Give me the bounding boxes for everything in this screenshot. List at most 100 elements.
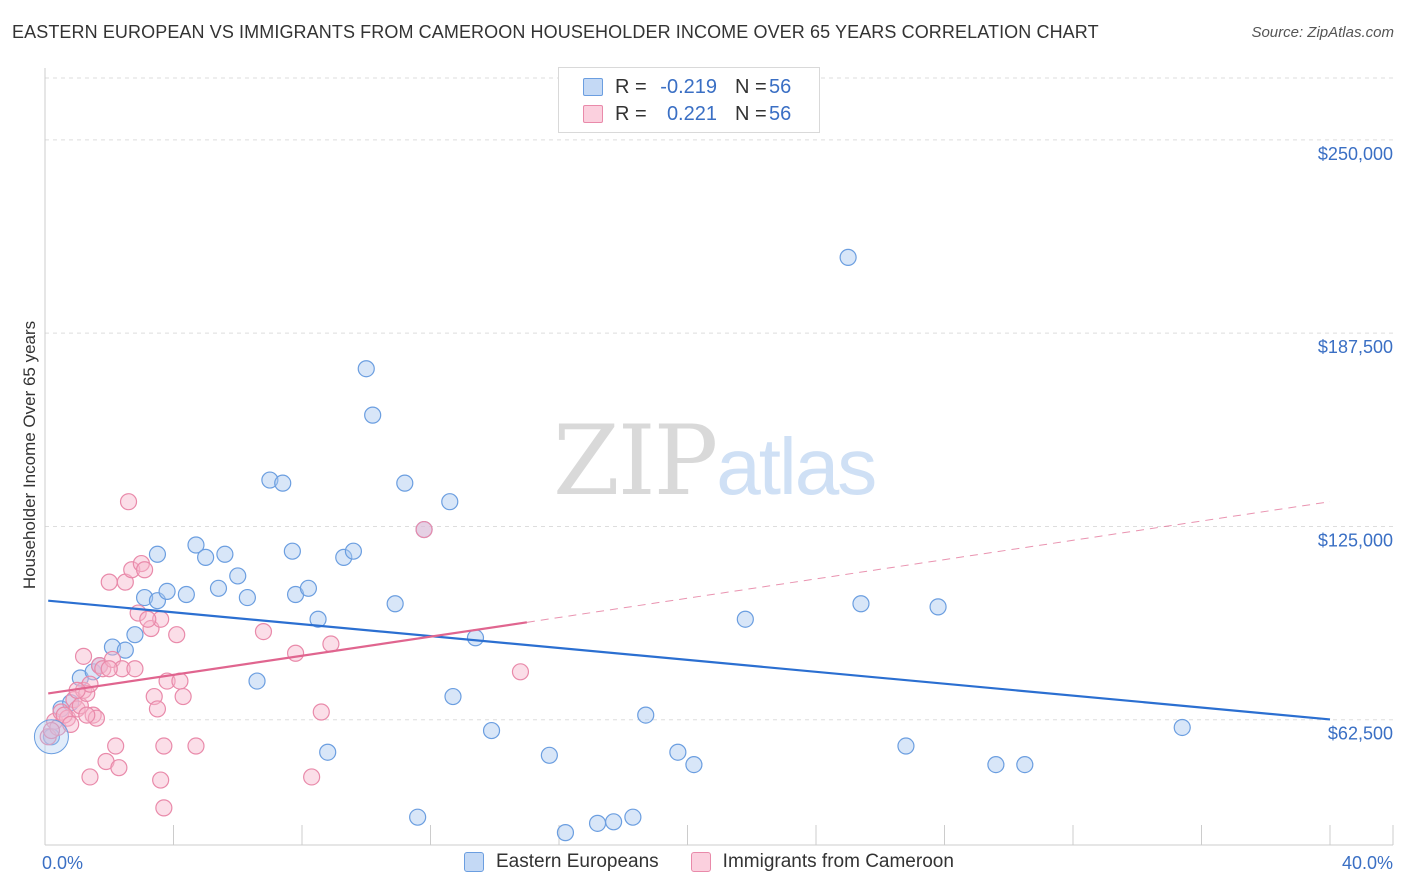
eastern-europeans-point <box>669 743 687 761</box>
cameroon-point <box>168 626 186 644</box>
cameroon-point <box>84 706 102 724</box>
cameroon-point <box>123 561 141 579</box>
watermark-zip: ZIP <box>553 405 718 517</box>
legend-item-eastern-europeans: Eastern Europeans <box>464 851 659 873</box>
eastern-europeans-point <box>736 610 754 628</box>
cameroon-point <box>511 663 530 681</box>
tick-labels: $62,500 $125,000 $187,500 $250,000 0.0% 40.0% <box>42 144 1393 873</box>
eastern-europeans-point <box>283 542 301 560</box>
y-tick-label: $187,500 <box>1318 337 1393 357</box>
eastern-europeans-trend-line <box>48 599 1331 721</box>
eastern-europeans-point <box>197 548 215 566</box>
legend-label-cameroon: Immigrants from Cameroon <box>722 851 954 872</box>
eastern-europeans-point <box>929 598 947 616</box>
eastern-europeans-point <box>441 493 459 511</box>
eastern-europeans-point <box>357 360 375 378</box>
legend-item-cameroon: Immigrants from Cameroon <box>690 851 954 873</box>
cameroon-point <box>42 721 61 740</box>
eastern-europeans-point <box>897 737 915 755</box>
eastern-europeans-point <box>238 588 256 607</box>
grid-lines <box>45 77 1393 721</box>
eastern-europeans-point <box>344 542 362 560</box>
legend-r-value: 0.221 <box>666 102 717 125</box>
eastern-europeans-point <box>444 687 462 706</box>
cameroon-point <box>78 706 96 724</box>
cameroon-point <box>87 709 106 727</box>
legend-row-eastern-europeans: R = -0.219 N = 56 <box>583 74 791 100</box>
eastern-europeans-point <box>274 474 292 492</box>
eastern-europeans-point <box>540 746 558 764</box>
axes <box>44 68 1394 846</box>
legend-r-label: R = <box>615 102 647 125</box>
x-tick-label: 0.0% <box>42 853 83 873</box>
cameroon-point <box>148 700 167 718</box>
eastern-europeans-point <box>987 755 1005 774</box>
eastern-europeans-point <box>605 813 623 831</box>
eastern-europeans-point <box>364 406 382 424</box>
eastern-europeans-point <box>386 595 404 613</box>
eastern-europeans-point <box>216 545 234 563</box>
eastern-europeans-point <box>158 582 176 600</box>
legend-swatch-pink <box>690 852 711 872</box>
legend-swatch-blue <box>583 78 603 96</box>
series-points <box>33 248 1191 842</box>
eastern-europeans-point <box>466 629 485 647</box>
eastern-europeans-cluster-point <box>33 719 69 755</box>
cameroon-point <box>254 623 273 641</box>
legend-row-cameroon: R = 0.221 N = 56 <box>583 101 791 127</box>
y-tick-label: $250,000 <box>1318 144 1393 164</box>
y-tick-label: $125,000 <box>1318 530 1393 550</box>
cameroon-point <box>110 759 128 777</box>
eastern-europeans-point <box>309 610 327 628</box>
cameroon-point <box>187 737 205 755</box>
eastern-europeans-point <box>177 585 195 604</box>
eastern-europeans-point <box>116 641 134 659</box>
cameroon-point <box>107 737 125 755</box>
eastern-europeans-point <box>148 545 167 563</box>
cameroon-point <box>78 684 96 703</box>
eastern-europeans-point <box>409 808 427 826</box>
legend-r-value: -0.219 <box>660 75 717 98</box>
eastern-europeans-point <box>261 471 279 489</box>
cameroon-point <box>152 771 170 789</box>
eastern-europeans-point <box>556 824 575 842</box>
cameroon-point <box>55 706 73 724</box>
correlation-legend: R = -0.219 N = 56 R = 0.221 N = 56 <box>558 67 820 133</box>
legend-n-value: 56 <box>769 102 792 125</box>
cameroon-point <box>286 644 305 662</box>
legend-swatch-pink <box>583 105 603 123</box>
cameroon-point <box>312 703 330 721</box>
legend-r-label: R = <box>615 75 647 98</box>
cameroon-point <box>52 703 70 721</box>
watermark: ZIPatlas <box>553 405 877 517</box>
eastern-europeans-point <box>1173 718 1191 737</box>
eastern-europeans-point <box>588 814 607 832</box>
legend-label-eastern-europeans: Eastern Europeans <box>496 851 659 872</box>
eastern-europeans-point <box>624 808 642 826</box>
eastern-europeans-point <box>396 474 414 492</box>
cameroon-point <box>415 520 433 539</box>
legend-n-value: 56 <box>769 75 792 98</box>
eastern-europeans-point <box>319 743 337 761</box>
cameroon-point <box>155 799 173 817</box>
eastern-europeans-point <box>482 721 501 740</box>
eastern-europeans-point <box>637 706 655 724</box>
eastern-europeans-point <box>299 579 318 597</box>
eastern-europeans-point <box>685 755 703 774</box>
source-label: Source: ZipAtlas.com <box>1251 24 1394 41</box>
cameroon-point <box>100 573 118 591</box>
cameroon-point <box>74 647 93 665</box>
legend-swatch-blue <box>464 852 484 872</box>
eastern-europeans-point <box>209 579 228 597</box>
cameroon-trend-line <box>48 621 528 695</box>
eastern-europeans-point <box>229 567 247 585</box>
cameroon-point <box>174 687 192 706</box>
cameroon-point <box>303 768 321 786</box>
cameroon-point <box>139 610 157 628</box>
cameroon-point <box>119 493 138 511</box>
legend-n-label: N = <box>735 102 767 125</box>
eastern-europeans-point <box>126 626 144 644</box>
cameroon-point <box>81 768 99 786</box>
cameroon-point <box>113 660 131 678</box>
